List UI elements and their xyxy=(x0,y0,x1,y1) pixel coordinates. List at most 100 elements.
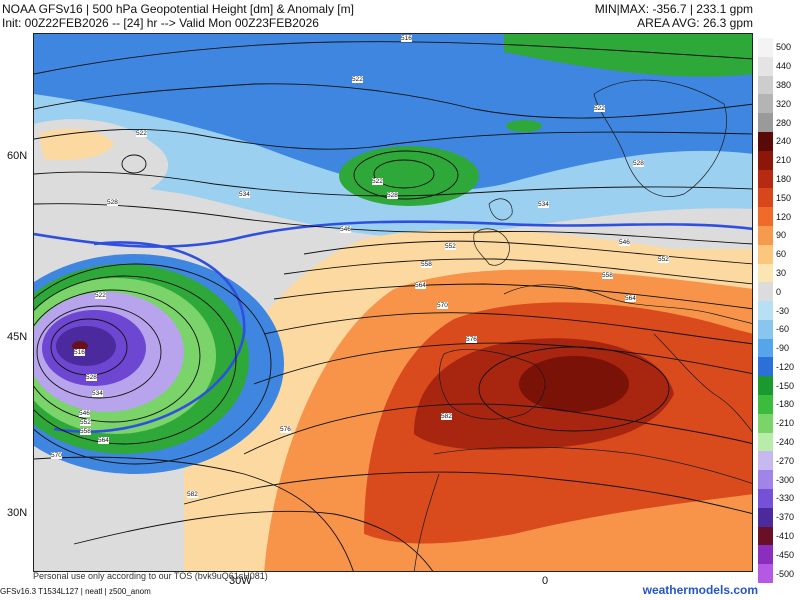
colorbar-swatch xyxy=(758,75,773,95)
contour-label-522-low: 522 xyxy=(95,292,106,299)
contour-label-546-west: 546 xyxy=(340,226,351,233)
contour-label-528-west: 528 xyxy=(107,199,118,206)
colorbar-label: 210 xyxy=(776,155,792,166)
colorbar-label: 320 xyxy=(776,98,792,109)
contour-label-522-center: 522 xyxy=(372,178,383,185)
contour-label-558-low: 558 xyxy=(80,428,91,435)
coastlines xyxy=(413,79,752,571)
contour-label-534-low: 534 xyxy=(92,390,103,397)
colorbar-label: -500 xyxy=(776,568,795,579)
contour-label-570-west: 570 xyxy=(51,452,62,459)
colorbar-swatch xyxy=(758,169,773,189)
colorbar-label: 240 xyxy=(776,136,792,147)
contour-label-546-low: 546 xyxy=(79,410,90,417)
contour-label-522-north: 522 xyxy=(352,76,363,83)
colorbar-swatch xyxy=(758,113,773,133)
colorbar-label: -30 xyxy=(776,305,790,316)
colorbar-swatch xyxy=(758,94,773,114)
colorbar-label: -330 xyxy=(776,493,795,504)
anomaly-blue-band xyxy=(34,34,752,191)
colorbar-swatch xyxy=(758,207,773,227)
contour-label-582-center: 582 xyxy=(441,413,452,420)
thick-reference-contour xyxy=(34,220,752,248)
colorbar-label: -60 xyxy=(776,324,790,335)
colorbar-label: -270 xyxy=(776,455,795,466)
lon-label-0: 0 xyxy=(542,575,549,587)
colorbar-swatch xyxy=(758,301,773,321)
thick-low-contour xyxy=(53,241,246,433)
colorbar-label: -240 xyxy=(776,437,795,448)
colorbar-swatch xyxy=(758,357,773,377)
colorbar-swatch xyxy=(758,38,773,57)
anomaly-green-small xyxy=(506,120,542,132)
colorbar-swatch xyxy=(758,338,773,358)
colorbar-swatch xyxy=(758,244,773,264)
contour-label-528-low: 528 xyxy=(86,374,97,381)
colorbar-swatch xyxy=(758,395,773,415)
colorbar-swatch xyxy=(758,413,773,433)
colorbar-label: 120 xyxy=(776,211,792,222)
map-panel[interactable] xyxy=(33,33,753,572)
contour-label-552-low: 552 xyxy=(80,419,91,426)
anomaly-tan-greenland xyxy=(39,128,114,161)
contour-label-528-east: 528 xyxy=(633,160,644,167)
colorbar-swatch xyxy=(758,564,773,584)
colorbar-label: -410 xyxy=(776,531,795,542)
colorbar-swatch xyxy=(758,56,773,76)
contour-label-564-east: 564 xyxy=(625,295,636,302)
contour-label-552-east: 552 xyxy=(658,256,669,263)
colorbar-swatch xyxy=(758,526,773,546)
colorbar-label: 380 xyxy=(776,79,792,90)
colorbar-swatch xyxy=(758,451,773,471)
init-valid-line: Init: 00Z22FEB2026 -- [24] hr --> Valid … xyxy=(2,16,319,30)
chart-title: NOAA GFSv16 | 500 hPa Geopotential Heigh… xyxy=(2,2,354,16)
contour-label-522-east: 522 xyxy=(594,105,605,112)
contour-label-570-center: 570 xyxy=(437,302,448,309)
colorbar-label: 180 xyxy=(776,173,792,184)
area-average-readout: AREA AVG: 26.3 gpm xyxy=(637,16,753,30)
colorbar-swatch xyxy=(758,188,773,208)
contour-label-546-east: 546 xyxy=(619,239,630,246)
contour-label-516-low: 516 xyxy=(74,349,85,356)
colorbar-label: -180 xyxy=(776,399,795,410)
tos-notice: Personal use only according to our TOS (… xyxy=(33,571,268,581)
colorbar-swatch xyxy=(758,282,773,302)
colorbar-swatch xyxy=(758,545,773,565)
colorbar-label: 30 xyxy=(776,267,787,278)
contour-label-552-center: 552 xyxy=(445,243,456,250)
colorbar-swatch xyxy=(758,376,773,396)
colorbar-label: -450 xyxy=(776,549,795,560)
contour-label-576-center: 576 xyxy=(466,336,477,343)
colorbar-swatch xyxy=(758,150,773,170)
lat-label-30n: 30N xyxy=(7,507,28,519)
anomaly-min-core xyxy=(72,341,88,351)
height-contours xyxy=(34,41,752,571)
lon-label-30w: 30W xyxy=(229,575,252,587)
contour-label-558-center: 558 xyxy=(421,261,432,268)
contour-label-564-low: 564 xyxy=(98,437,109,444)
colorbar-swatch xyxy=(758,470,773,490)
lat-label-60n: 60N xyxy=(7,150,28,162)
colorbar-label: -370 xyxy=(776,512,795,523)
colorbar-label: -150 xyxy=(776,380,795,391)
contour-label-576-west: 576 xyxy=(280,426,291,433)
colorbar-swatch xyxy=(758,131,773,151)
anomaly-max-core xyxy=(519,356,629,412)
colorbar-swatch xyxy=(758,263,773,283)
colorbar-swatch xyxy=(758,489,773,509)
colorbar-label: -90 xyxy=(776,343,790,354)
anomaly-map[interactable] xyxy=(34,34,753,572)
contour-label-522-west: 522 xyxy=(136,130,147,137)
colorbar-label: 440 xyxy=(776,61,792,72)
model-credit: GFSv16.3 T1534L127 | neatl | z500_anom xyxy=(0,587,151,596)
colorbar-label: 500 xyxy=(776,42,792,53)
lat-label-45n: 45N xyxy=(7,331,28,343)
contour-label-528-center: 528 xyxy=(387,192,398,199)
contour-label-534-center: 534 xyxy=(538,201,549,208)
contour-label-558-east: 558 xyxy=(602,272,613,279)
contour-label-534-west: 534 xyxy=(239,191,250,198)
contour-label-582-west: 582 xyxy=(187,491,198,498)
colorbar-swatch xyxy=(758,507,773,527)
site-link[interactable]: weathermodels.com xyxy=(642,583,758,597)
colorbar-label: 0 xyxy=(776,286,782,297)
